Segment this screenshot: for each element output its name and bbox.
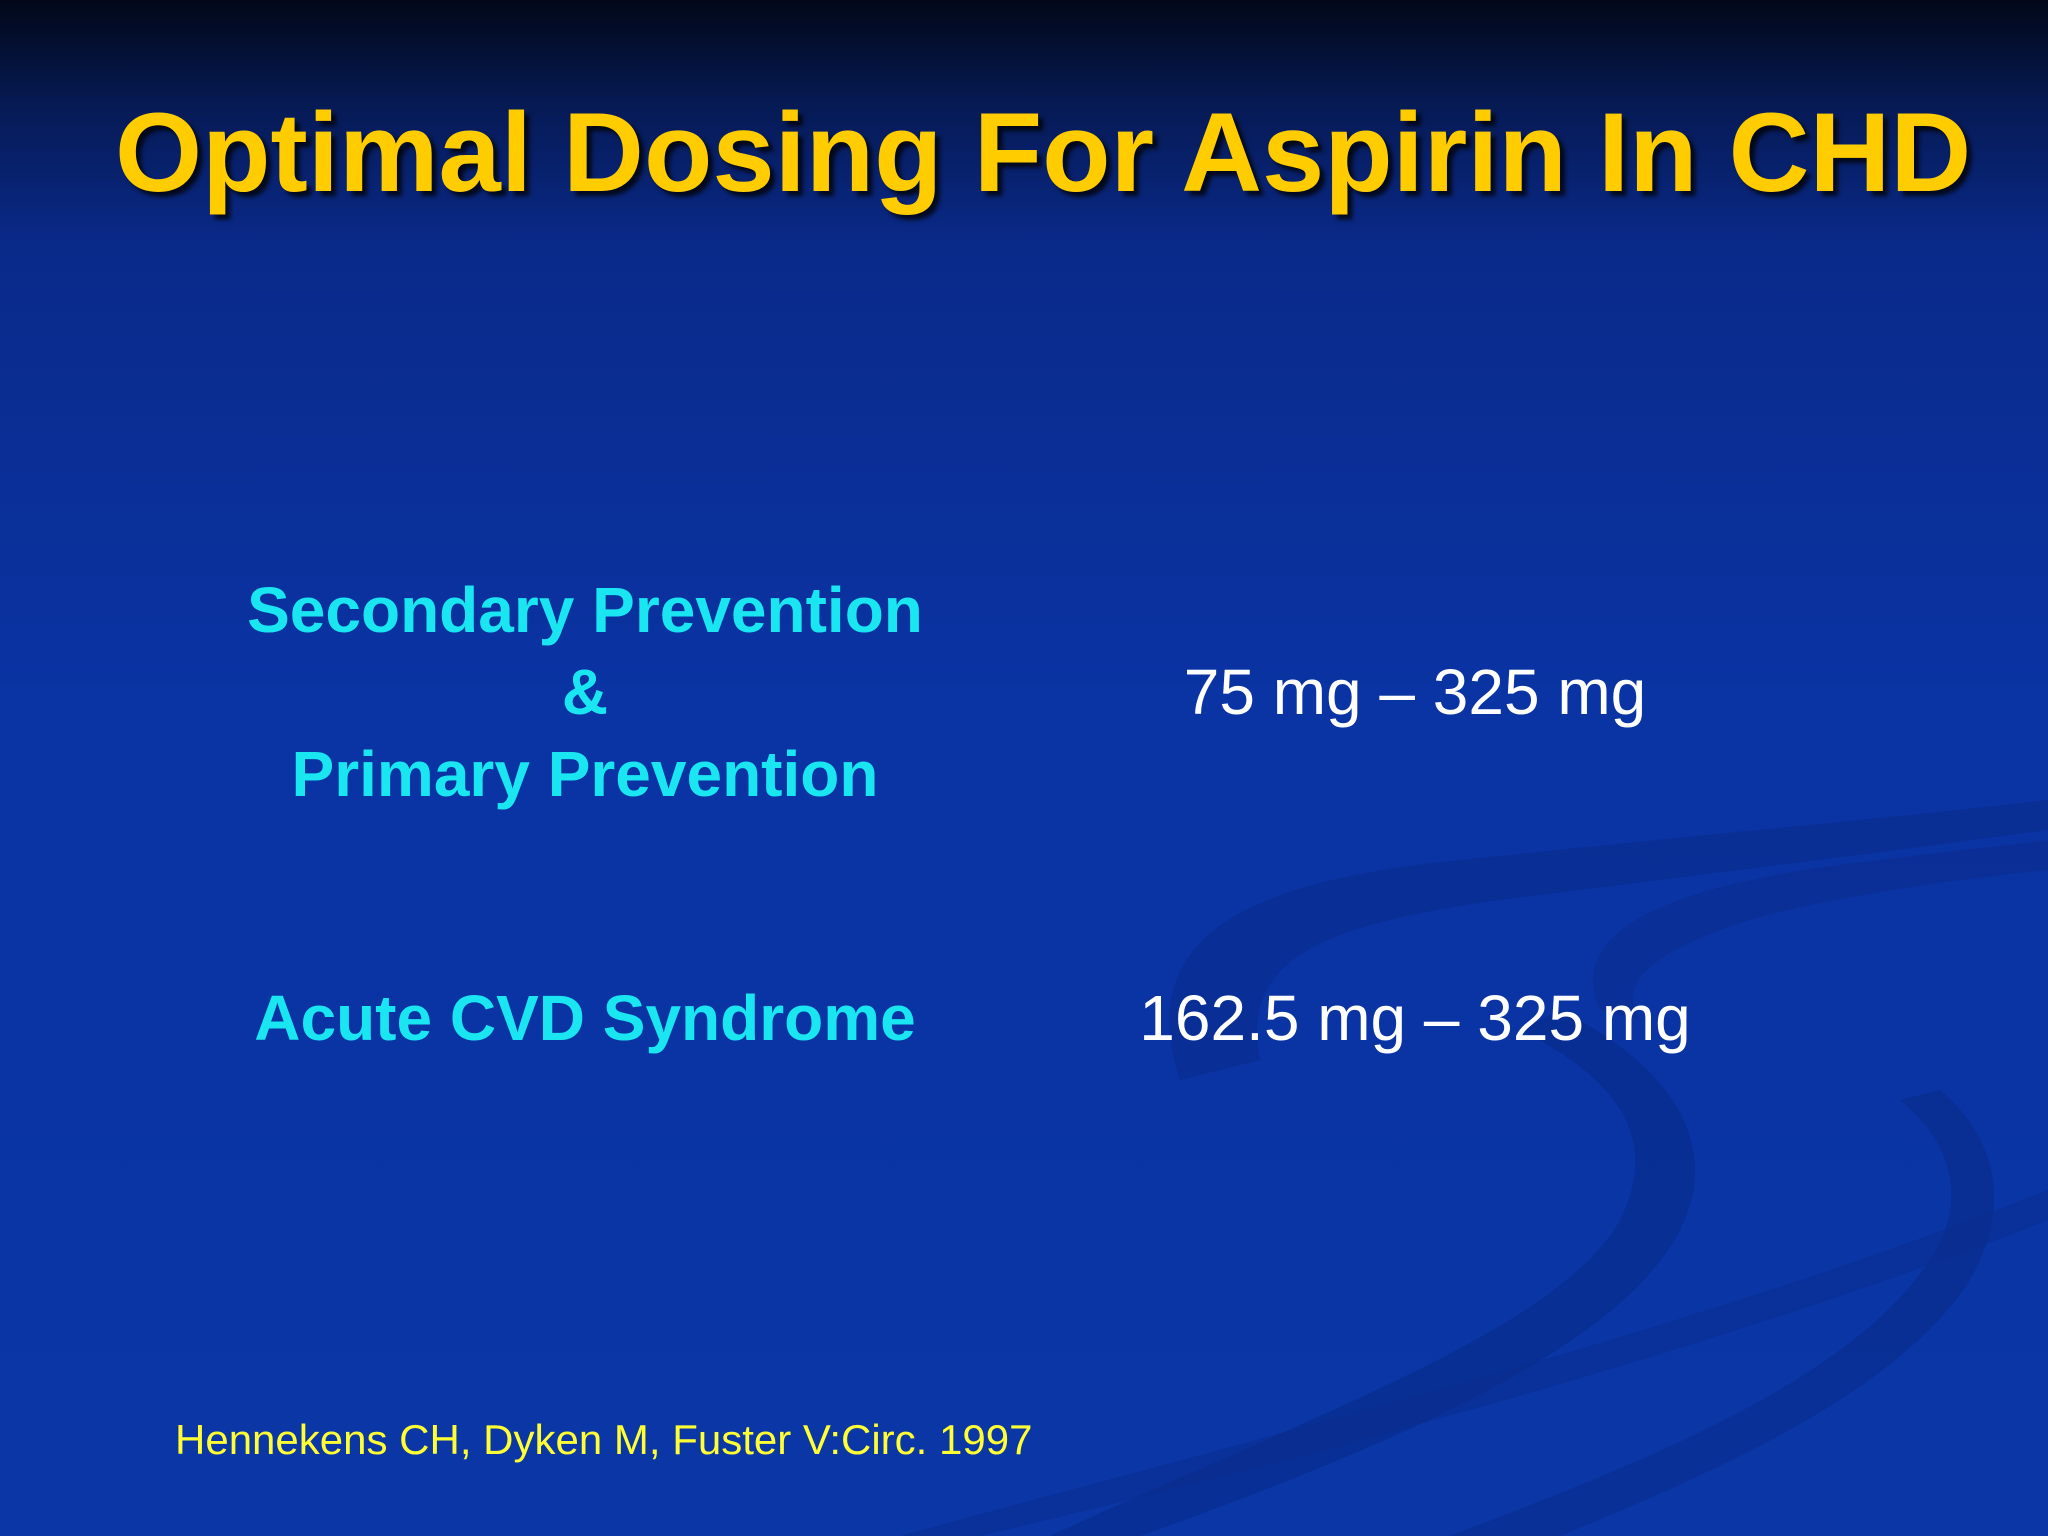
dose-range-prevention: 75 mg – 325 mg: [1183, 656, 1647, 728]
row-label-line: Secondary Prevention: [247, 574, 923, 646]
row-label-line: Acute CVD Syndrome: [254, 982, 916, 1054]
row-label-line: &: [561, 656, 609, 728]
dose-range-acute: 162.5 mg – 325 mg: [1139, 982, 1691, 1054]
citation: Hennekens CH, Dyken M, Fuster V:Circ. 19…: [175, 1416, 1033, 1463]
row-label-secondary-primary-prevention: Secondary Prevention & Primary Preventio…: [200, 569, 970, 815]
row-label-acute-cvd-syndrome: Acute CVD Syndrome: [200, 977, 970, 1059]
slide-title: Optimal Dosing For Aspirin In CHD: [115, 90, 1972, 215]
row-label-line: Primary Prevention: [291, 738, 879, 810]
